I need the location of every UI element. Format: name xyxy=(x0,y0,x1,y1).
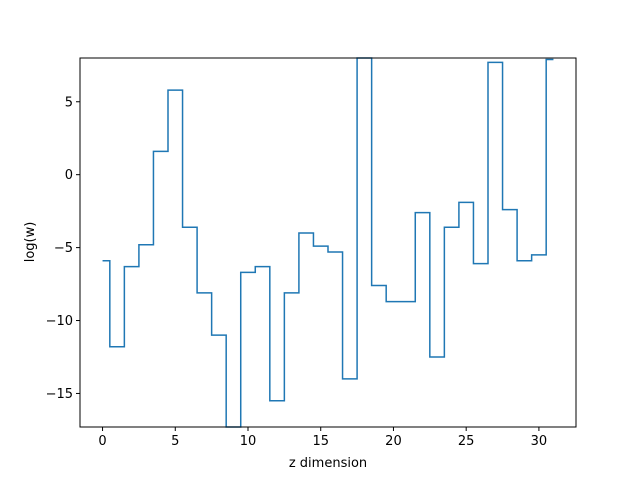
x-tick-label: 0 xyxy=(98,434,106,449)
x-tick-label: 5 xyxy=(171,434,179,449)
x-axis-label: z dimension xyxy=(289,456,367,471)
plot-area xyxy=(80,58,576,427)
y-tick-label: 0 xyxy=(65,168,73,183)
x-tick-label: 25 xyxy=(458,434,475,449)
y-tick-label: −15 xyxy=(46,387,73,402)
x-tick-label: 30 xyxy=(531,434,548,449)
series-line-0 xyxy=(102,57,554,428)
y-tick-label: −10 xyxy=(46,314,73,329)
x-tick-label: 20 xyxy=(385,434,402,449)
y-tick-label: 5 xyxy=(65,95,73,110)
x-axis: 0 5 10 15 20 25 30 xyxy=(98,427,547,449)
y-tick-label: −5 xyxy=(54,241,73,256)
x-tick-label: 10 xyxy=(240,434,257,449)
y-axis: −15 −10 −5 0 5 xyxy=(46,95,80,402)
series-layer xyxy=(102,57,554,428)
axes-frame xyxy=(79,57,577,428)
y-axis-label: log(w) xyxy=(23,222,38,263)
x-tick-label: 15 xyxy=(312,434,329,449)
